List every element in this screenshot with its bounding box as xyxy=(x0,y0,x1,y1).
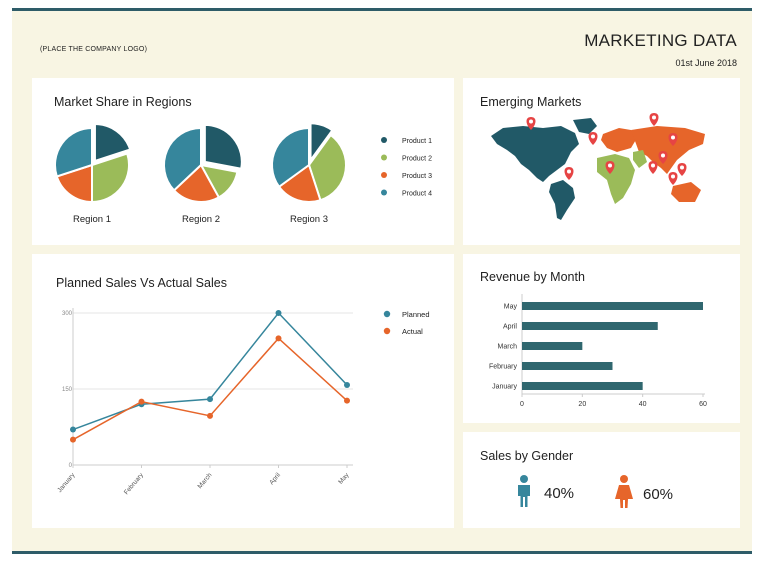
data-point-actual xyxy=(207,412,213,419)
map-north-america xyxy=(491,126,579,182)
legend-marker-product-3 xyxy=(381,172,387,178)
map-middle-east xyxy=(633,150,647,168)
gender-icons: 40% 60% xyxy=(518,475,673,508)
pie-slice-region3-product-1 xyxy=(309,122,334,164)
legend-marker-actual xyxy=(383,327,391,335)
map-greenland xyxy=(573,118,597,134)
bar-label-may: May xyxy=(504,304,518,311)
map-pin-dot xyxy=(671,135,675,140)
planned-actual-title: Planned Sales Vs Actual Sales xyxy=(56,276,227,290)
revenue-chart: May April March February January 0 20 40 60 xyxy=(489,294,707,408)
bar-x-tick-label: 20 xyxy=(578,401,586,408)
pie-slice-region3-product-4 xyxy=(271,126,310,189)
map-pin-dot xyxy=(651,163,655,168)
data-point-actual xyxy=(138,398,145,405)
x-tick-label-january: January xyxy=(56,471,77,494)
pie-slice-region1-product-4 xyxy=(54,126,93,178)
pie-slice-region2-product-1 xyxy=(203,123,243,170)
bar-label-february: February xyxy=(489,364,518,371)
x-tick-label-february: February xyxy=(123,471,146,496)
pie-slice-region2-product-3 xyxy=(172,163,221,203)
bar-label-january: January xyxy=(492,384,517,391)
legend-label-product-1: Product 1 xyxy=(402,138,432,145)
map-pin-dot xyxy=(652,115,656,120)
bar-april xyxy=(522,322,658,330)
pie-title-region3: Region 3 xyxy=(290,214,328,225)
data-point-actual xyxy=(275,335,282,342)
pie-slice-region3-product-2 xyxy=(307,133,347,202)
bar-label-april: April xyxy=(503,324,517,331)
female-percent: 60% xyxy=(643,486,673,503)
market-share-pies: Region 1 Region 2 Region 3 Product 1 Produc… xyxy=(54,122,432,225)
map-pin-dot xyxy=(608,163,612,168)
male-icon xyxy=(518,475,530,507)
legend-label-product-3: Product 3 xyxy=(402,173,432,180)
revenue-card: Revenue by Month May April March February Ja… xyxy=(463,254,740,423)
gender-card: Sales by Gender 40% 60% xyxy=(463,432,740,528)
female-icon xyxy=(615,475,633,508)
revenue-title: Revenue by Month xyxy=(480,270,585,284)
map-australia xyxy=(671,182,701,202)
data-point-planned xyxy=(344,381,350,388)
logo-placeholder: (PLACE THE COMPANY LOGO) xyxy=(40,46,148,53)
bar-january xyxy=(522,382,643,390)
legend-marker-product-1 xyxy=(381,137,387,143)
data-point-planned xyxy=(207,396,213,403)
bar-march xyxy=(522,342,583,350)
emerging-markets-card: Emerging Markets xyxy=(463,78,740,245)
bar-x-tick-label: 40 xyxy=(639,401,647,408)
bar-february xyxy=(522,362,613,370)
page-title: MARKETING DATA xyxy=(584,31,737,50)
legend-marker-product-2 xyxy=(381,154,387,161)
bar-x-tick-label: 0 xyxy=(520,401,524,408)
bar-x-tick-label: 60 xyxy=(699,401,707,408)
y-tick-label: 0 xyxy=(69,463,73,469)
gender-title: Sales by Gender xyxy=(480,449,574,463)
map-africa xyxy=(597,154,635,204)
map-pin-dot xyxy=(591,134,595,139)
planned-actual-chart: 0 150 300 January February March April May Plann… xyxy=(56,308,430,496)
pie-slice-region1-product-1 xyxy=(93,122,132,163)
map-pin-dot xyxy=(529,119,533,124)
data-point-planned xyxy=(70,426,76,433)
pie-slice-region3-product-3 xyxy=(277,163,322,203)
map-pin-dot xyxy=(680,165,684,170)
legend-marker-product-4 xyxy=(381,189,387,196)
map-pin-dot xyxy=(671,174,675,179)
market-share-card: Market Share in Regions Region 1 Region 2… xyxy=(32,78,454,245)
y-tick-label: 150 xyxy=(62,387,73,393)
data-point-actual xyxy=(70,436,76,443)
pie-title-region1: Region 1 xyxy=(73,214,111,225)
pie-title-region2: Region 2 xyxy=(182,214,220,225)
bar-may xyxy=(522,302,703,310)
legend-marker-planned xyxy=(383,310,391,318)
legend-label-planned: Planned xyxy=(402,310,430,319)
data-point-actual xyxy=(344,397,350,404)
market-share-title: Market Share in Regions xyxy=(54,95,192,109)
data-point-planned xyxy=(275,310,282,316)
series-line-planned xyxy=(72,311,348,431)
map-asia xyxy=(631,126,705,174)
x-tick-label-april: April xyxy=(268,471,282,486)
pie-slice-region2-product-4 xyxy=(163,126,202,192)
report-date: 01st June 2018 xyxy=(675,58,737,68)
legend-label-product-4: Product 4 xyxy=(402,191,432,198)
map-south-america xyxy=(549,180,575,220)
planned-actual-card: Planned Sales Vs Actual Sales 0 150 300 Jan… xyxy=(32,254,454,528)
legend-label-product-2: Product 2 xyxy=(402,156,432,163)
emerging-markets-title: Emerging Markets xyxy=(480,95,582,109)
map-pin-dot xyxy=(567,169,571,174)
bar-label-march: March xyxy=(498,344,518,351)
x-tick-label-march: March xyxy=(197,471,214,490)
x-tick-label-may: May xyxy=(337,471,351,485)
legend-label-actual: Actual xyxy=(402,327,423,336)
map-pin-dot xyxy=(661,153,665,158)
male-percent: 40% xyxy=(544,485,574,502)
map-europe xyxy=(601,128,637,152)
pie-slice-region1-product-2 xyxy=(91,152,130,204)
y-tick-label: 300 xyxy=(62,311,73,317)
world-map xyxy=(491,113,705,220)
